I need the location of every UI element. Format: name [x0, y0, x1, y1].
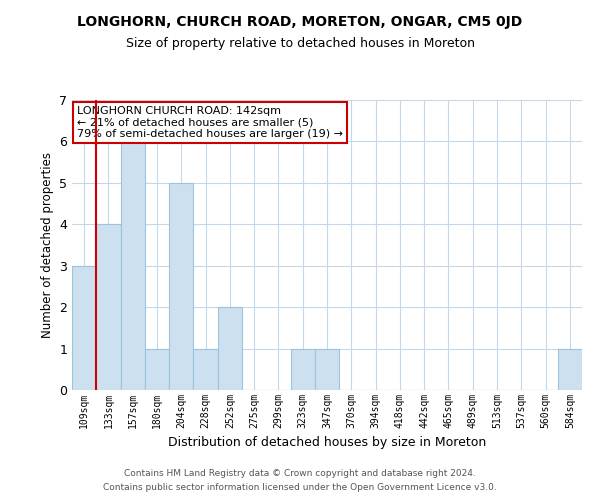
Y-axis label: Number of detached properties: Number of detached properties — [41, 152, 53, 338]
Bar — [96, 224, 121, 390]
Bar — [218, 307, 242, 390]
Bar — [121, 142, 145, 390]
Bar — [145, 348, 169, 390]
Text: Contains HM Land Registry data © Crown copyright and database right 2024.: Contains HM Land Registry data © Crown c… — [124, 468, 476, 477]
Bar — [315, 348, 339, 390]
Bar — [558, 348, 582, 390]
Bar — [72, 266, 96, 390]
Bar — [290, 348, 315, 390]
Bar — [169, 183, 193, 390]
Text: LONGHORN CHURCH ROAD: 142sqm
← 21% of detached houses are smaller (5)
79% of sem: LONGHORN CHURCH ROAD: 142sqm ← 21% of de… — [77, 106, 343, 139]
Text: Size of property relative to detached houses in Moreton: Size of property relative to detached ho… — [125, 38, 475, 51]
Text: LONGHORN, CHURCH ROAD, MORETON, ONGAR, CM5 0JD: LONGHORN, CHURCH ROAD, MORETON, ONGAR, C… — [77, 15, 523, 29]
Bar — [193, 348, 218, 390]
Text: Contains public sector information licensed under the Open Government Licence v3: Contains public sector information licen… — [103, 484, 497, 492]
X-axis label: Distribution of detached houses by size in Moreton: Distribution of detached houses by size … — [168, 436, 486, 450]
